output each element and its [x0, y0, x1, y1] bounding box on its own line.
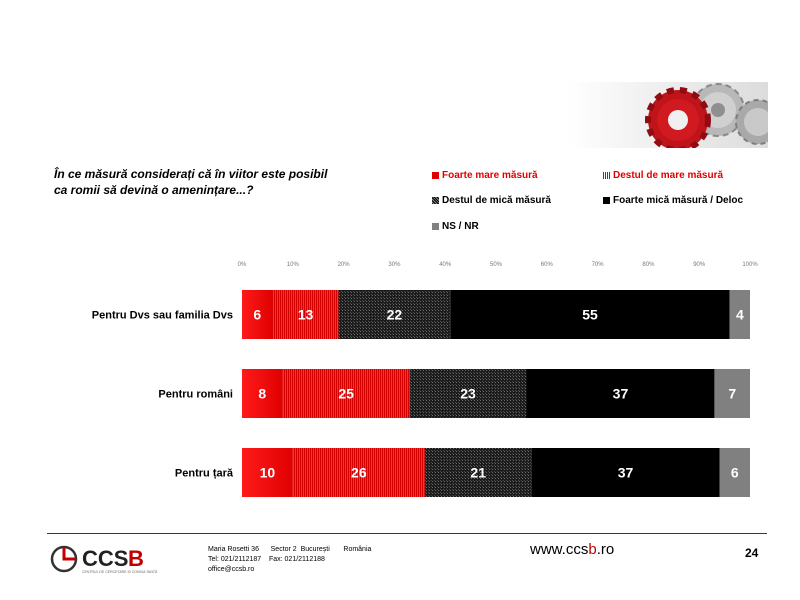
legend-label: Destul de mare măsură [613, 170, 724, 181]
legend-swatch [603, 172, 610, 179]
x-tick-label: 70% [592, 262, 605, 268]
x-tick-label: 60% [541, 262, 554, 268]
data-label: 22 [387, 307, 403, 323]
website-part: b [588, 541, 597, 558]
bar-segment [282, 369, 410, 418]
data-label: 37 [618, 465, 634, 481]
bar-segment [714, 369, 750, 418]
x-tick-label: 50% [490, 262, 503, 268]
bar-segment [409, 369, 527, 418]
bar-segment [424, 448, 532, 497]
question-line-1: În ce măsură considerați că în viitor es… [54, 167, 328, 181]
bar-segment [338, 290, 451, 339]
bar-segment [729, 290, 750, 339]
bar-segment [450, 290, 730, 339]
x-tick-label: 100% [742, 262, 758, 268]
category-label: Pentru țară [175, 468, 234, 480]
legend-item-destul-de-mica: Destul de mică măsură [432, 195, 551, 206]
legend-label: Destul de mică măsură [442, 195, 551, 206]
data-label: 7 [728, 386, 736, 402]
legend-item-foarte-mica: Foarte mică măsură / Deloc [603, 195, 743, 206]
question-line-2: ca romii să devină o amenințare...? [54, 183, 254, 197]
legend-label: Foarte mică măsură / Deloc [613, 195, 744, 206]
red-gear-icon [645, 87, 711, 148]
address-email: office@ccsb.ro [208, 566, 255, 573]
bar-segment [242, 369, 283, 418]
gear-icon [735, 99, 768, 145]
bar-segment [292, 448, 425, 497]
data-label: 13 [298, 307, 314, 323]
legend-item-ns-nr: NS / NR [432, 221, 479, 232]
legend-swatch [432, 223, 439, 230]
legend-swatch [603, 197, 610, 204]
website-part: .ro [596, 541, 615, 558]
gears-illustration [568, 82, 768, 148]
website-part: www.ccs [530, 541, 589, 558]
address-line-2: Tel: 021/2112187 Fax: 021/2112188 [208, 556, 325, 563]
bars: Pentru Dvs sau familia Dvs 6 13 22 55 4 Pentru… [92, 290, 750, 497]
x-tick-label: 30% [388, 262, 401, 268]
legend-item-destul-de-mare: Destul de mare măsură [603, 170, 723, 181]
data-label: 25 [338, 386, 354, 402]
x-tick-label: 80% [642, 262, 655, 268]
x-axis-ticks: 0% 10% 20% 30% 40% 50% 60% 70% 80% 90% 100% [238, 262, 759, 268]
contact-address: Maria Rosetti 36 Sector 2 București Româ… [208, 545, 371, 575]
legend-item-foarte-mare: Foarte mare măsură [432, 170, 538, 181]
bar-segment [719, 448, 750, 497]
data-label: 21 [470, 465, 486, 481]
data-label: 4 [736, 307, 744, 323]
data-label: 37 [613, 386, 629, 402]
svg-text:CENTRUL DE CERCETARE ȘI CONSUL: CENTRUL DE CERCETARE ȘI CONSULTANȚĂ [82, 570, 158, 574]
x-tick-label: 40% [439, 262, 452, 268]
legend-label: NS / NR [442, 221, 479, 232]
data-label: 6 [731, 465, 739, 481]
x-tick-label: 0% [238, 262, 247, 268]
data-label: 55 [582, 307, 598, 323]
category-label: Pentru români [158, 389, 233, 401]
legend-swatch [432, 172, 439, 179]
x-tick-label: 10% [287, 262, 300, 268]
svg-text:B: B [128, 546, 144, 571]
bar-segment [531, 448, 720, 497]
data-label: 26 [351, 465, 367, 481]
category-label: Pentru Dvs sau familia Dvs [92, 310, 233, 322]
data-label: 6 [253, 307, 261, 323]
address-line-1: Maria Rosetti 36 Sector 2 București Româ… [208, 546, 372, 553]
data-label: 10 [260, 465, 276, 481]
bar-segment [526, 369, 715, 418]
data-label: 8 [258, 386, 266, 402]
x-tick-label: 90% [693, 262, 706, 268]
page-number: 24 [745, 546, 759, 560]
website-link[interactable]: www.ccsb.ro [530, 541, 614, 558]
legend-label: Foarte mare măsură [442, 170, 538, 181]
bar-segment [242, 290, 273, 339]
bar-segment [272, 290, 339, 339]
x-tick-label: 20% [338, 262, 351, 268]
footer-divider [47, 533, 767, 534]
question-text: În ce măsură considerați că în viitor es… [54, 166, 354, 198]
svg-text:CCS: CCS [82, 546, 128, 571]
legend-swatch [432, 197, 439, 204]
stacked-bar-chart: 0% 10% 20% 30% 40% 50% 60% 70% 80% 90% 100% Pentru… [92, 262, 759, 497]
ccsb-logo: CCS B CENTRUL DE CERCETARE ȘI CONSULTANȚ… [50, 545, 158, 574]
data-label: 23 [460, 386, 476, 402]
bar-segment [242, 448, 293, 497]
